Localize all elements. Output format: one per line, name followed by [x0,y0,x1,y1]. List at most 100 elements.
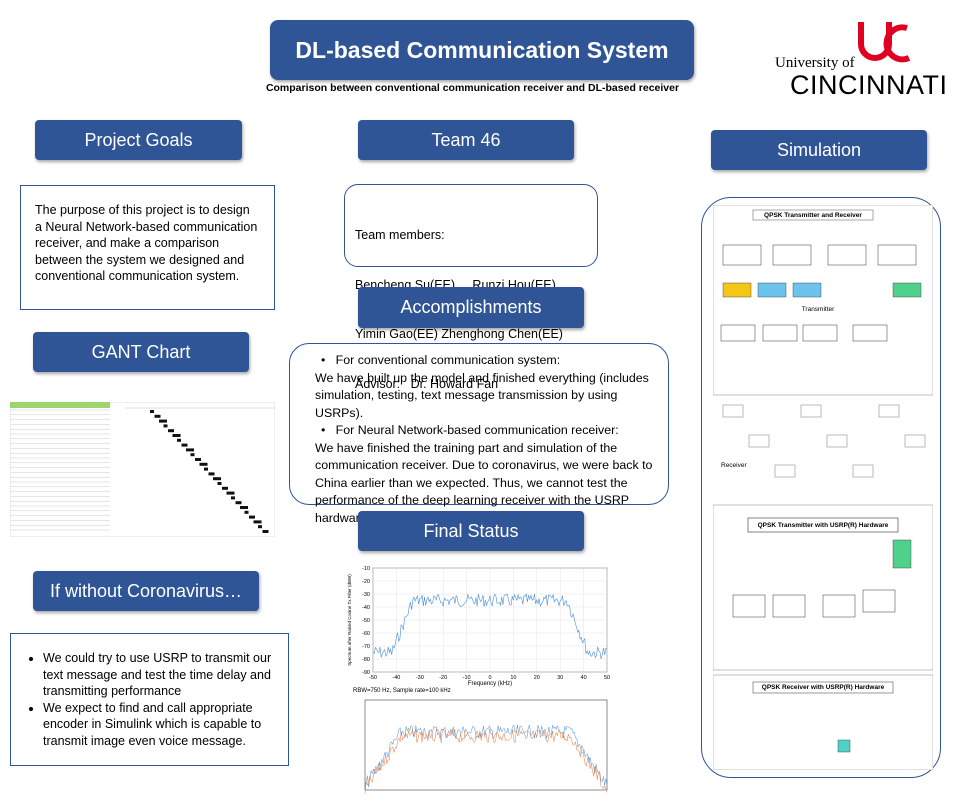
y-tick-label: -40 [362,605,370,611]
screenshot [713,674,933,770]
gantt-bar [258,525,262,529]
y-tick-label: -80 [362,657,370,663]
gantt-bar [240,506,248,509]
gantt-bg [10,402,275,537]
x-tick-label: 30 [557,675,563,681]
y-tick-label: -10 [362,566,370,572]
screenshot-title: QPSK Transmitter with USRP(R) Hardware [758,522,889,529]
plot2-frame [364,699,608,791]
bullet: For conventional communication system: [335,353,561,367]
y-tick-label: -30 [362,592,370,598]
plot-note: RBW=750 Hz, Sample rate=100 kHz [353,688,451,694]
gantt-bar [199,462,208,466]
bullet: For Neural Network-based communication r… [335,423,619,437]
gantt-bar [231,496,235,500]
block [852,324,888,342]
bullet: We could try to use USRP to transmit our… [43,650,278,700]
simulation-box [701,197,941,778]
gantt-bar [262,530,269,533]
accomplishments-box: • For conventional communication system:… [289,343,669,525]
block [748,434,770,448]
x-tick-label: 50 [604,675,610,681]
gantt-bar [204,467,208,471]
block [892,539,912,569]
gantt-bar [222,486,228,490]
gantt-bar [168,429,174,433]
block [800,404,822,418]
block [732,594,766,618]
section-header: Accomplishments [358,287,584,328]
logo-mark [858,22,911,63]
axis-label: Spectrum after Raised Cosine Tx Filter (… [347,574,352,666]
gantt-head [10,402,110,408]
section-header: GANT Chart [33,332,249,372]
title: DL-based Communication System [270,20,694,80]
bullet: We expect to find and call appropriate e… [43,700,278,750]
block [878,404,900,418]
gantt-bar [172,434,181,437]
x-tick-label: -50 [369,675,377,681]
screenshot-title: QPSK Transmitter and Receiver [764,212,862,219]
block [722,404,744,418]
block [862,589,896,613]
section-header: Final Status [358,511,584,551]
logo-text: CINCINNATI [790,70,948,100]
spectrum-line [372,593,608,659]
block [772,244,812,266]
block [762,324,798,342]
x-tick-label: -40 [392,675,400,681]
block [802,324,838,342]
y-tick-label: -20 [362,579,370,585]
x-tick-label: -20 [439,675,447,681]
x-tick-label: 20 [534,675,540,681]
section-header: Simulation [711,130,927,170]
gantt-bar [190,453,195,457]
title-frame [752,681,894,694]
logo-text: University of [775,55,855,71]
team-line: Advisor: Dr. Howard Fan [355,376,499,391]
section-header: If without Coronavirus… [33,571,259,611]
gantt-bar [186,448,194,452]
bullets: We could try to use USRP to transmit our… [21,650,278,749]
simulation-screens: QPSK Transmitter and Receiver Transmitter… [713,205,933,770]
block [792,282,822,298]
y-tick-label: -90 [362,670,370,676]
gantt-bar [244,510,249,514]
x-tick-label: -30 [416,675,424,681]
x-tick-label: 40 [581,675,587,681]
block [822,594,856,618]
y-tick-label: -70 [362,644,370,650]
gantt-bar [150,410,154,413]
spectrum2-line [364,728,608,794]
bullet-line: • For conventional communication system: [321,353,561,367]
if-without-box: We could try to use USRP to transmit our… [10,633,289,766]
axis-label: Frequency (kHz) [468,681,512,687]
block [877,244,917,266]
team-line: Team members: [355,228,445,242]
gantt-bar [208,472,215,476]
y-tick-label: -50 [362,618,370,624]
block [720,324,756,342]
gantt-bar [226,491,235,495]
gantt-bar [163,424,168,428]
block [774,464,796,478]
section-header: Project Goals [35,120,242,160]
gantt-image [10,402,275,537]
gantt-bar [249,515,255,519]
goals-text: The purpose of this project is to design… [20,185,275,310]
gantt-bar [213,477,221,481]
title-frame [752,209,874,221]
block [837,739,851,753]
block [904,434,926,448]
gantt-bar [159,419,167,423]
subtitle: Comparison between conventional communic… [265,82,680,94]
block [772,594,806,618]
team-line: Yimin Gao(EE) Zhenghong Chen(EE) [355,327,563,341]
section-header: Team 46 [358,120,574,160]
spectrum2-line [364,724,608,788]
block [826,434,848,448]
gantt-bar [217,482,222,485]
block [827,244,867,266]
gantt-bar [181,443,188,447]
block [722,282,752,298]
